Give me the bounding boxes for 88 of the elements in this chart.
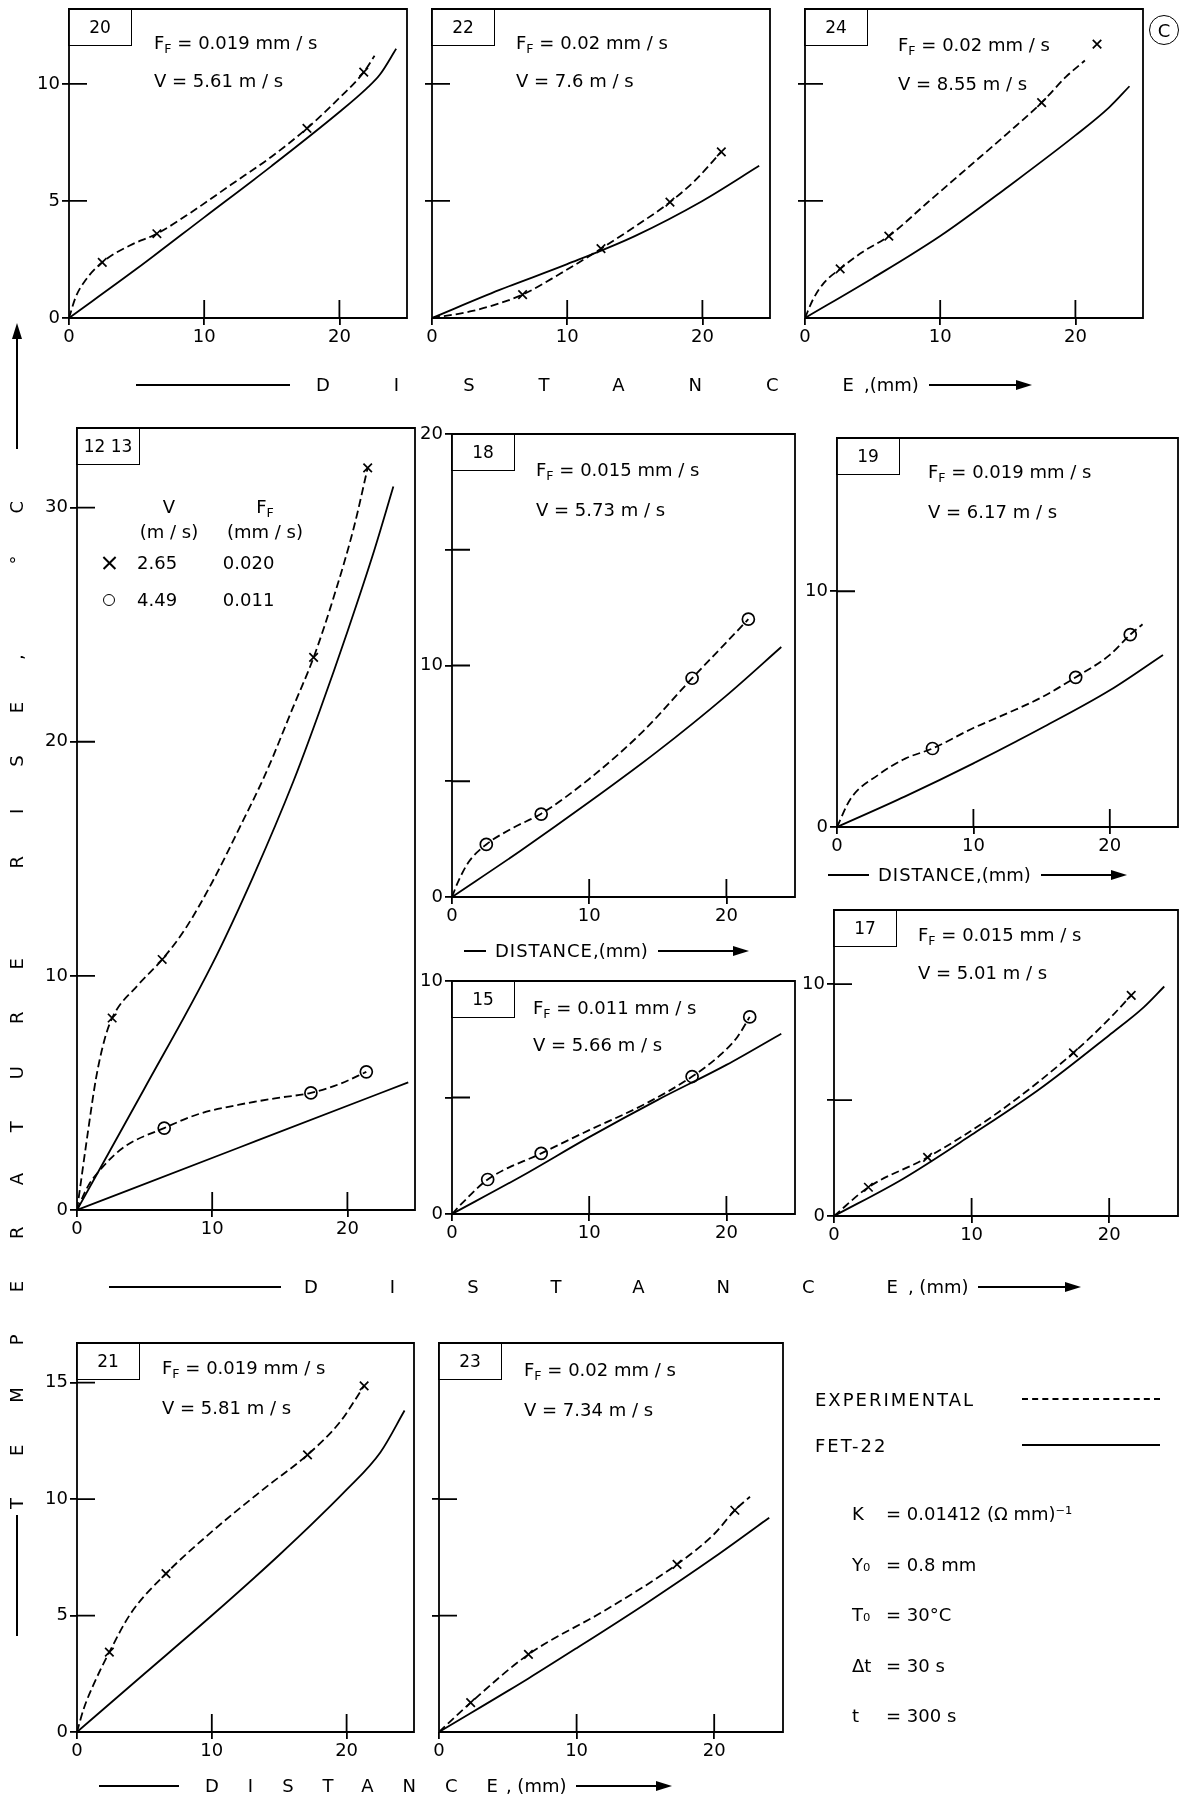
text: t = 300 s	[852, 1705, 957, 1726]
y-axis-title: TEMPERATURE RISE, °C	[6, 458, 28, 1510]
annotation: V = 7.6 m / s	[516, 70, 634, 92]
y-tick-label: 15	[45, 1370, 68, 1392]
annotation: F$_{F}$ = 0.02 mm / s	[898, 34, 1050, 59]
annotation: F$_{F}$ = 0.019 mm / s	[928, 461, 1092, 486]
y-tick-label: 5	[48, 188, 60, 210]
legend-label: 4.49 0.011	[137, 589, 275, 610]
annotation: V = 5.81 m / s	[162, 1397, 292, 1419]
text: Y₀ = 0.8 mm	[852, 1552, 977, 1577]
annotation: V = 5.01 m / s	[918, 962, 1048, 984]
text: 12 13	[76, 427, 140, 465]
text: FET-22	[815, 1434, 888, 1456]
y-tick-label: 10	[802, 971, 825, 993]
annotation: F$_{F}$ = 0.019 mm / s	[154, 32, 318, 57]
x-tick-label: 0	[71, 1739, 83, 1761]
y-tick-label: 20	[420, 421, 443, 443]
annotation: F$_{F}$ = 0.02 mm / s	[524, 1359, 676, 1384]
x-tick-label: 0	[831, 834, 843, 856]
x-tick-label: 10	[565, 1739, 589, 1761]
y-tick-label: 10	[37, 71, 60, 93]
x-tick-label: 10	[192, 325, 216, 347]
y-tick-label: 0	[56, 1197, 68, 1219]
x-axis-title: DISTANCE, (mm)	[304, 1276, 970, 1297]
text: 24	[804, 8, 868, 46]
text: 19	[836, 437, 900, 475]
text: 17	[833, 909, 897, 947]
annotation: F$_{F}$ = 0.02 mm / s	[516, 32, 668, 57]
y-tick-label: 0	[431, 884, 443, 906]
text: Δt = 30 s	[852, 1653, 945, 1678]
x-tick-label: 20	[714, 904, 738, 926]
annotation: V = 7.34 m / s	[524, 1399, 654, 1421]
annotation: F$_{F}$ = 0.011 mm / s	[533, 997, 697, 1022]
x-tick-label: 10	[960, 1223, 984, 1245]
annotation: F$_{F}$ = 0.015 mm / s	[536, 459, 700, 484]
y-tick-label: 0	[813, 1203, 825, 1225]
x-tick-label: 20	[702, 1739, 726, 1761]
x-tick-label: 10	[577, 904, 601, 926]
y-tick-label: 0	[56, 1719, 68, 1741]
annotation: V = 5.61 m / s	[154, 70, 284, 92]
x-axis-title: DISTANCE,(mm)	[878, 864, 1031, 885]
x-axis-title: DISTANCE,(mm)	[495, 940, 648, 961]
y-tick-label: 10	[420, 653, 443, 675]
text: 22	[431, 8, 495, 46]
y-tick-label: 30	[45, 495, 68, 517]
x-tick-label: 0	[71, 1217, 83, 1239]
text: T₀ = 30°C	[852, 1603, 952, 1627]
y-tick-label: 10	[45, 1486, 68, 1508]
y-tick-label: 0	[816, 814, 828, 836]
text: K = 0.01412 (Ω mm)⁻¹	[852, 1503, 1073, 1524]
x-tick-label: 10	[555, 325, 579, 347]
x-axis-title: DISTANCE,(mm)	[316, 374, 919, 395]
x-tick-label: 20	[690, 325, 714, 347]
annotation: V = 8.55 m / s	[898, 73, 1028, 95]
y-tick-label: 20	[45, 729, 68, 751]
x-tick-label: 20	[1097, 1223, 1121, 1245]
text: V F$_{F}$ (m / s) (mm / s)	[139, 496, 303, 542]
y-tick-label: 10	[805, 578, 828, 600]
text: EXPERIMENTAL	[815, 1388, 976, 1410]
x-tick-label: 20	[714, 1221, 738, 1243]
x-tick-label: 10	[200, 1217, 224, 1239]
x-tick-label: 20	[335, 1217, 359, 1239]
x-tick-label: 10	[577, 1221, 601, 1243]
text: 21	[76, 1342, 140, 1380]
x-tick-label: 20	[327, 325, 351, 347]
y-tick-label: 5	[56, 1603, 68, 1625]
x-tick-label: 0	[446, 1221, 458, 1243]
text: C	[1149, 15, 1179, 45]
annotation: V = 5.73 m / s	[536, 499, 666, 521]
x-tick-label: 10	[928, 325, 952, 347]
text: 23	[438, 1342, 502, 1380]
y-tick-label: 0	[48, 305, 60, 327]
x-tick-label: 0	[446, 904, 458, 926]
y-tick-label: 10	[45, 963, 68, 985]
x-tick-label: 10	[961, 834, 985, 856]
x-axis-title: DISTANCE, (mm)	[205, 1775, 567, 1796]
x-tick-label: 10	[200, 1739, 224, 1761]
annotation: F$_{F}$ = 0.019 mm / s	[162, 1357, 326, 1382]
legend-label: 2.65 0.020	[137, 552, 275, 573]
x-tick-label: 20	[1063, 325, 1087, 347]
x-tick-label: 20	[1098, 834, 1122, 856]
y-tick-label: 0	[431, 1201, 443, 1223]
text: 18	[451, 433, 515, 471]
annotation: V = 5.66 m / s	[533, 1034, 663, 1056]
annotation: V = 6.17 m / s	[928, 501, 1058, 523]
x-tick-label: 20	[335, 1739, 359, 1761]
annotation: F$_{F}$ = 0.015 mm / s	[918, 924, 1082, 949]
y-tick-label: 10	[420, 968, 443, 990]
